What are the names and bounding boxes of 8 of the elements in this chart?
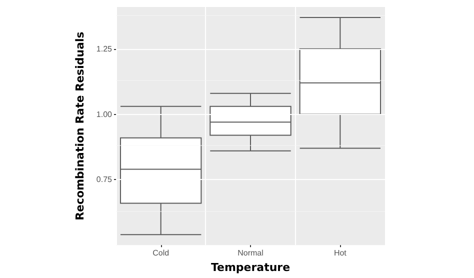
x-tick-label: Normal [238,248,264,258]
y-tick-label: 1.00 [96,110,113,119]
x-tick-label: Cold [152,248,170,258]
y-tick-label: 0.75 [96,175,113,184]
x-axis-title: Temperature [210,261,290,274]
x-tick-label: Hot [334,248,348,258]
y-axis-title: Recombination Rate Residuals [74,31,87,220]
y-tick-label: 1.25 [96,44,113,54]
